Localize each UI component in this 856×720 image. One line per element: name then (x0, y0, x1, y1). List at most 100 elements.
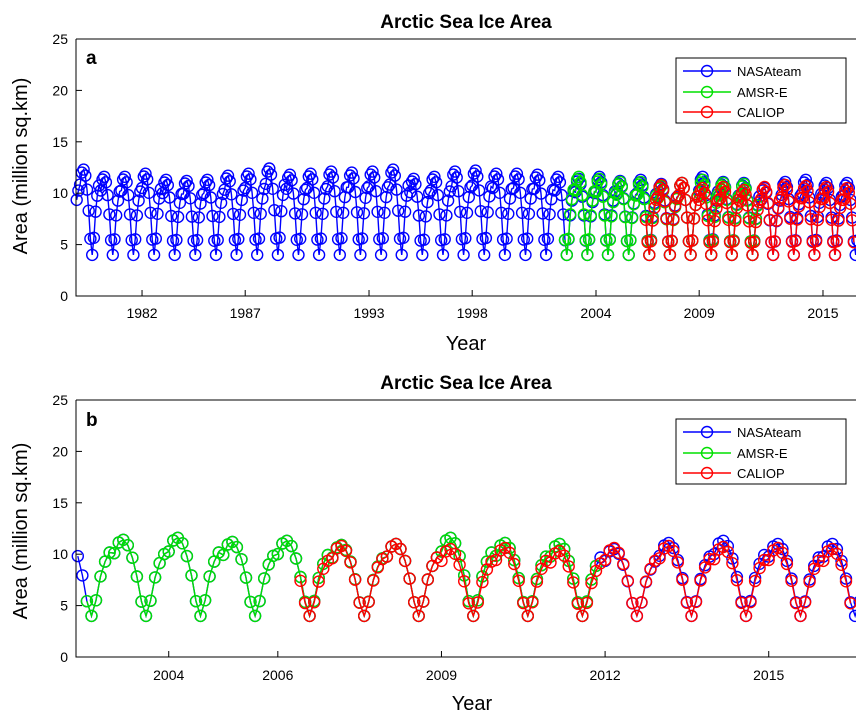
data-point (491, 173, 505, 186)
data-point (348, 573, 362, 586)
data-point (367, 574, 380, 587)
legend-label: NASAteam (737, 425, 801, 440)
data-point (275, 204, 288, 218)
data-point (474, 204, 487, 218)
data-point (168, 248, 181, 262)
data-point (803, 195, 816, 209)
data-point (244, 595, 257, 609)
data-point (213, 210, 226, 224)
data-point (70, 193, 83, 207)
data-point (199, 176, 212, 189)
data-point (185, 210, 199, 223)
data-point (574, 176, 587, 189)
data-point (282, 171, 295, 184)
data-point (330, 205, 343, 219)
data-point (407, 172, 420, 186)
data-point (299, 183, 312, 197)
data-point (368, 171, 381, 184)
data-point (675, 176, 689, 190)
data-point (848, 609, 856, 623)
data-point (248, 609, 262, 623)
data-point (749, 215, 763, 229)
data-point (725, 248, 738, 262)
data-point (233, 208, 247, 222)
data-point (450, 171, 463, 184)
legend-marker (700, 446, 714, 460)
data-point (198, 594, 212, 607)
data-point (644, 235, 658, 248)
panel-label: a (86, 48, 97, 69)
x-ticks: 2004 2006 2009 2012 2015 (153, 667, 784, 683)
data-point (794, 609, 807, 623)
data-point (343, 169, 357, 182)
data-point (635, 596, 648, 609)
data-point (161, 178, 175, 192)
data-point (643, 248, 656, 262)
data-point (82, 204, 95, 217)
data-point (426, 173, 439, 186)
data-point (490, 167, 503, 180)
data-point (467, 609, 480, 623)
x-tick-label: 1987 (230, 305, 261, 321)
data-point (660, 212, 673, 225)
series-line (645, 181, 855, 255)
data-point (458, 575, 471, 588)
data-point (149, 232, 163, 245)
data-point (462, 190, 475, 204)
data-point (508, 557, 521, 571)
legend-label: CALIOP (737, 105, 785, 120)
data-point (727, 235, 740, 248)
chart-title: Arctic Sea Ice Area (380, 12, 552, 33)
data-point (562, 560, 575, 573)
data-point (417, 595, 430, 608)
data-point (297, 192, 310, 206)
data-point (622, 248, 635, 262)
data-point (201, 173, 214, 187)
data-point (380, 550, 394, 563)
data-point (99, 176, 113, 189)
data-point (428, 170, 441, 184)
data-point (553, 176, 567, 189)
data-point (577, 208, 591, 221)
data-point (761, 196, 775, 210)
data-point (730, 574, 744, 587)
data-point (703, 552, 716, 566)
data-point (244, 173, 257, 186)
data-point (519, 248, 532, 262)
data-point (344, 556, 357, 569)
x-tick-label: 2015 (807, 305, 838, 321)
data-point (676, 573, 689, 586)
data-point (158, 176, 171, 189)
data-point (395, 248, 408, 262)
data-point (405, 175, 419, 188)
data-point (203, 570, 216, 583)
y-axis-label: Area (million sq.km) (10, 443, 32, 620)
data-point (390, 183, 403, 196)
data-point (742, 215, 756, 228)
data-point (183, 192, 197, 205)
data-point (680, 211, 694, 224)
data-point (653, 552, 666, 565)
data-point (171, 210, 185, 224)
data-point (294, 574, 307, 587)
x-tick-label: 2015 (753, 667, 784, 683)
data-point (355, 232, 369, 245)
data-point (770, 214, 783, 227)
data-point (306, 173, 319, 186)
data-marks (70, 162, 856, 262)
y-tick-label: 0 (60, 288, 68, 304)
data-point (264, 168, 278, 181)
data-point (636, 180, 649, 194)
data-point (784, 212, 797, 225)
data-point (576, 609, 589, 623)
data-point (830, 235, 843, 248)
series-caliop (639, 176, 856, 262)
data-point (748, 574, 762, 588)
data-point (708, 553, 721, 566)
data-point (667, 213, 680, 226)
data-point (495, 206, 508, 220)
data-point (533, 174, 546, 187)
legend-label: NASAteam (737, 64, 801, 79)
data-point (708, 214, 721, 228)
